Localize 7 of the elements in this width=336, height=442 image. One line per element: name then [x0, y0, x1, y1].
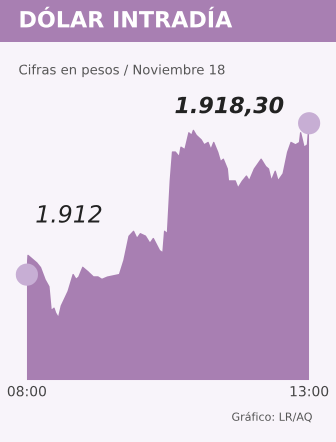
x-tick-label: 08:00 [8, 386, 46, 396]
chart-subtitle: Cifras en pesos / Noviembre 18 [19, 64, 224, 78]
x-tick-label: 13:00 [290, 386, 328, 396]
data-label: 1.912 [36, 204, 102, 223]
chart-title: DÓLAR INTRADÍA [20, 6, 232, 28]
data-label: 1.918,30 [175, 96, 284, 116]
annotation: Gráfico: LR/AQ [232, 412, 312, 422]
